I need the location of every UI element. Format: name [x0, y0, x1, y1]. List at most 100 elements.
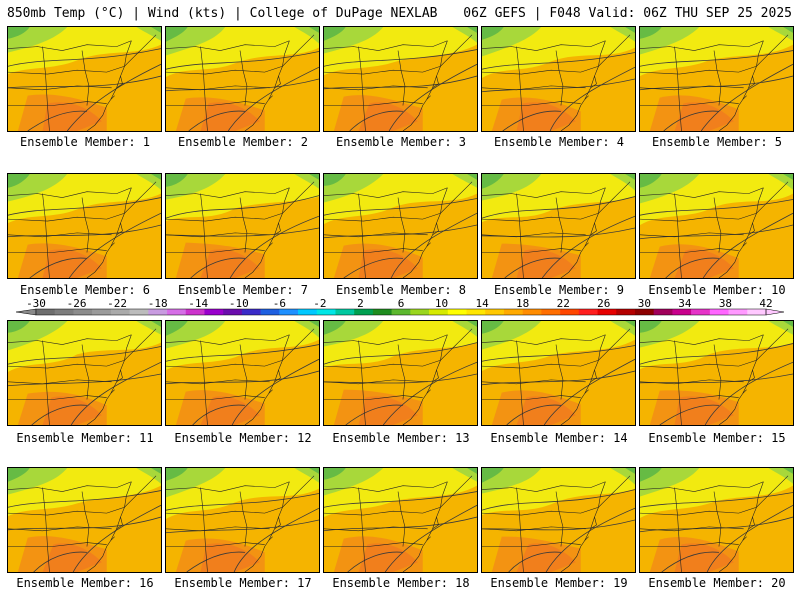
temperature-map: [482, 468, 635, 572]
ensemble-member-label: Ensemble Member: 2: [177, 135, 309, 149]
colorbar-tick-label: 42: [759, 298, 772, 310]
colorbar-tick-label: 26: [597, 298, 610, 310]
temperature-map: [640, 174, 793, 278]
colorbar-segment: [597, 309, 617, 315]
ensemble-map-panel: [165, 467, 320, 573]
colorbar-segment: [466, 309, 486, 315]
ensemble-member-label: Ensemble Member: 8: [335, 283, 467, 297]
colorbar-segment: [54, 309, 74, 315]
ensemble-member-label: Ensemble Member: 16: [16, 576, 154, 590]
colorbar-tick-label: 14: [475, 298, 489, 310]
temperature-map: [8, 27, 161, 131]
ensemble-member-label: Ensemble Member: 5: [651, 135, 783, 149]
ensemble-member-label: Ensemble Member: 1: [19, 135, 151, 149]
colorbar-segment: [728, 309, 748, 315]
colorbar-tick-label: 6: [398, 298, 405, 310]
colorbar-segment: [73, 309, 93, 315]
colorbar-tick-label: 30: [638, 298, 651, 310]
ensemble-map-panel: [323, 467, 478, 573]
colorbar-segment: [316, 309, 336, 315]
colorbar-tick-label: 10: [435, 298, 448, 310]
temperature-map: [324, 174, 477, 278]
temperature-map: [166, 468, 319, 572]
temperature-colorbar: -30 -26 -22 -18 -14 -10 -6 -2 2 6 10 14 18 22 26 30 34 38…: [15, 298, 785, 316]
colorbar-segment: [110, 309, 130, 315]
colorbar-tick-label: -22: [107, 298, 127, 310]
colorbar-segment: [747, 309, 767, 315]
colorbar-segment: [503, 309, 523, 315]
colorbar-tick-label: -10: [229, 298, 249, 310]
colorbar-segment: [279, 309, 299, 315]
colorbar-segment: [429, 309, 449, 315]
colorbar-segment: [167, 309, 187, 315]
ensemble-map-panel: [7, 320, 162, 426]
ensemble-map-panel: [639, 26, 794, 132]
temperature-map: [8, 174, 161, 278]
ensemble-map-panel: [165, 173, 320, 279]
colorbar-segment: [447, 309, 467, 315]
colorbar-segment: [372, 309, 392, 315]
temperature-map: [166, 174, 319, 278]
ensemble-map-panel: [323, 26, 478, 132]
ensemble-member-label: Ensemble Member: 13: [332, 431, 470, 445]
temperature-map: [640, 321, 793, 425]
colorbar-segment: [391, 309, 411, 315]
colorbar-segment: [36, 309, 56, 315]
ensemble-map-panel: [323, 173, 478, 279]
colorbar-tick-label: -14: [188, 298, 208, 310]
ensemble-member-label: Ensemble Member: 4: [493, 135, 625, 149]
colorbar-segment: [260, 309, 280, 315]
ensemble-map-panel: [481, 173, 636, 279]
colorbar-segment: [672, 309, 692, 315]
colorbar-tick-label: -26: [67, 298, 87, 310]
colorbar-segment: [185, 309, 205, 315]
ensemble-member-label: Ensemble Member: 6: [19, 283, 151, 297]
ensemble-member-label: Ensemble Member: 10: [648, 283, 786, 297]
header-left-title: 850mb Temp (°C) | Wind (kts) | College o…: [7, 6, 438, 21]
colorbar-segment: [148, 309, 168, 315]
colorbar-segment: [410, 309, 430, 315]
ensemble-map-panel: [639, 320, 794, 426]
colorbar-segment: [335, 309, 355, 315]
ensemble-map-panel: [7, 26, 162, 132]
ensemble-map-panel: [323, 320, 478, 426]
temperature-map: [482, 321, 635, 425]
header-right-valid-time: 06Z GEFS | F048 Valid: 06Z THU SEP 25 20…: [463, 6, 792, 21]
colorbar-segment: [354, 309, 374, 315]
temperature-map: [640, 27, 793, 131]
colorbar-segment: [485, 309, 505, 315]
colorbar-segment: [541, 309, 561, 315]
ensemble-member-label: Ensemble Member: 12: [174, 431, 312, 445]
colorbar-tick-label: 22: [557, 298, 570, 310]
colorbar-segment: [616, 309, 636, 315]
colorbar-segment: [298, 309, 318, 315]
ensemble-map-panel: [481, 467, 636, 573]
colorbar-segment: [223, 309, 243, 315]
ensemble-member-label: Ensemble Member: 7: [177, 283, 309, 297]
temperature-map: [324, 468, 477, 572]
colorbar-tick-label: 18: [516, 298, 529, 310]
ensemble-member-label: Ensemble Member: 18: [332, 576, 470, 590]
ensemble-map-panel: [481, 26, 636, 132]
colorbar-tick-label: -18: [148, 298, 168, 310]
colorbar-tick-label: -2: [313, 298, 326, 310]
colorbar-tick-label: -30: [26, 298, 46, 310]
temperature-map: [8, 321, 161, 425]
temperature-map: [324, 321, 477, 425]
temperature-map: [482, 174, 635, 278]
colorbar-tick-label: -6: [273, 298, 286, 310]
colorbar-segment: [634, 309, 654, 315]
colorbar-tick-label: 34: [678, 298, 692, 310]
temperature-map: [8, 468, 161, 572]
colorbar-segment: [241, 309, 261, 315]
temperature-map: [166, 27, 319, 131]
temperature-map: [166, 321, 319, 425]
colorbar-segment: [709, 309, 729, 315]
ensemble-map-panel: [639, 467, 794, 573]
colorbar-segment: [653, 309, 673, 315]
ensemble-map-panel: [165, 320, 320, 426]
temperature-map: [640, 468, 793, 572]
ensemble-member-label: Ensemble Member: 17: [174, 576, 312, 590]
ensemble-map-panel: [165, 26, 320, 132]
